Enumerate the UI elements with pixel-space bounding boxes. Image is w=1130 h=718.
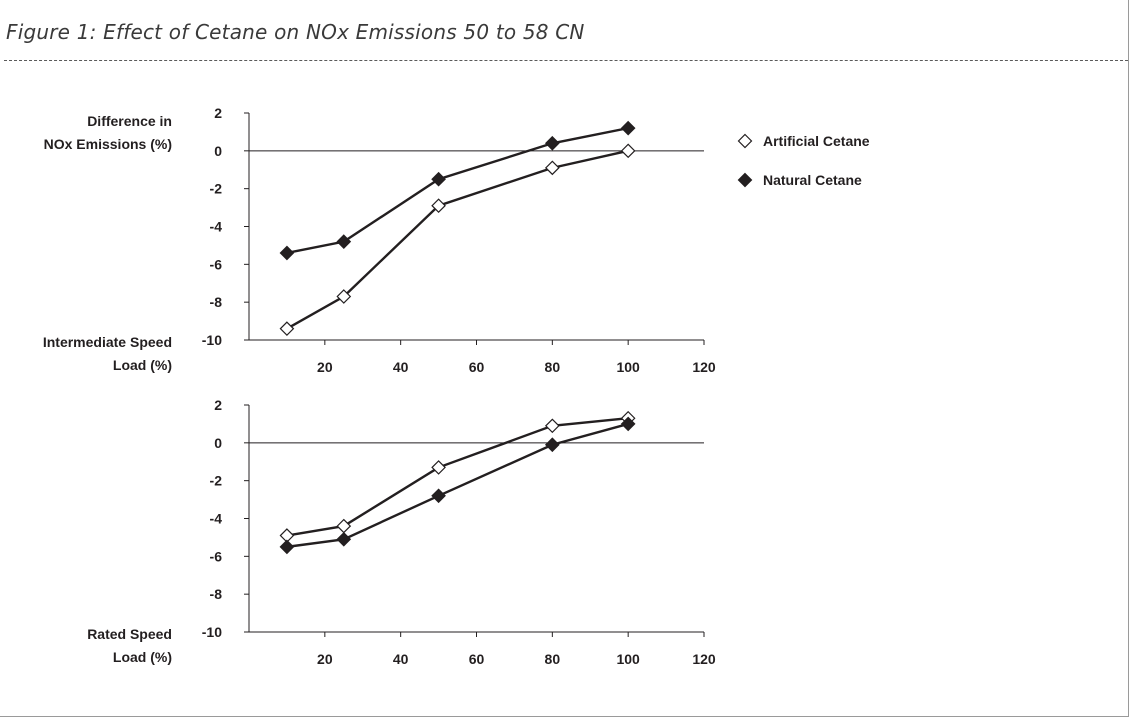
x-tick-label: 80 [545, 651, 561, 667]
x-tick-label: 40 [393, 359, 409, 375]
series-line [286, 149, 629, 330]
y-tick-label: -6 [210, 256, 223, 272]
y-tick-label: -6 [210, 548, 223, 564]
series-natural-cetane [279, 120, 636, 261]
data-point-marker [544, 135, 560, 151]
x-axis-label: Load (%) [113, 357, 172, 373]
series-artificial-cetane [279, 410, 636, 543]
x-tick-label: 100 [616, 651, 640, 667]
series-line [286, 417, 629, 537]
y-tick-label: -2 [210, 181, 223, 197]
data-point-marker [336, 234, 352, 249]
y-tick-label: -8 [210, 294, 223, 310]
series-artificial-cetane [279, 143, 636, 336]
title-divider [4, 60, 1128, 61]
data-point-marker [544, 160, 560, 176]
y-axis-label: Difference in [87, 113, 172, 129]
data-point-marker [431, 171, 446, 187]
data-point-marker [620, 416, 636, 432]
x-tick-label: 120 [692, 359, 716, 375]
figure-title: Figure 1: Effect of Cetane on NOx Emissi… [6, 20, 585, 44]
x-axis-label: Rated Speed [87, 626, 172, 642]
data-point-marker [431, 460, 446, 475]
data-point-marker [279, 245, 295, 261]
y-tick-label: 0 [214, 143, 222, 159]
data-point-marker [336, 518, 352, 534]
y-tick-label: 2 [214, 105, 222, 121]
data-point-marker [544, 437, 560, 453]
x-tick-label: 120 [692, 651, 716, 667]
data-point-marker [279, 539, 295, 555]
x-tick-label: 20 [317, 651, 333, 667]
x-tick-label: 20 [317, 359, 333, 375]
series-natural-cetane [279, 416, 636, 555]
y-tick-label: -8 [210, 586, 223, 602]
x-axis-label: Intermediate Speed [43, 334, 172, 350]
x-tick-label: 40 [393, 651, 409, 667]
legend-label: Artificial Cetane [763, 133, 870, 149]
data-point-marker [431, 198, 446, 214]
data-point-marker [336, 531, 352, 547]
series-line [286, 126, 629, 255]
y-tick-label: -10 [202, 332, 222, 348]
data-point-marker [620, 120, 636, 136]
x-axis-label: Load (%) [113, 649, 172, 665]
y-tick-label: 0 [214, 435, 222, 451]
y-axis-label: NOx Emissions (%) [44, 136, 172, 152]
data-point-marker [431, 488, 446, 504]
legend: Artificial Cetane Natural Cetane [737, 133, 870, 188]
data-point-marker [620, 143, 636, 159]
x-tick-label: 60 [469, 651, 485, 667]
y-tick-label: -10 [202, 624, 222, 640]
y-tick-label: -4 [210, 511, 223, 527]
data-point-marker [336, 289, 352, 304]
legend-filled-diamond-icon [737, 172, 753, 188]
data-point-marker [544, 418, 560, 434]
y-tick-label: 2 [214, 397, 222, 413]
legend-label: Natural Cetane [763, 172, 862, 188]
x-tick-label: 80 [545, 359, 561, 375]
y-tick-label: -4 [210, 219, 223, 235]
data-point-marker [279, 321, 295, 336]
y-tick-label: -2 [210, 473, 223, 489]
x-tick-label: 60 [469, 359, 485, 375]
x-tick-label: 100 [616, 359, 640, 375]
legend-open-diamond-icon [737, 133, 753, 149]
